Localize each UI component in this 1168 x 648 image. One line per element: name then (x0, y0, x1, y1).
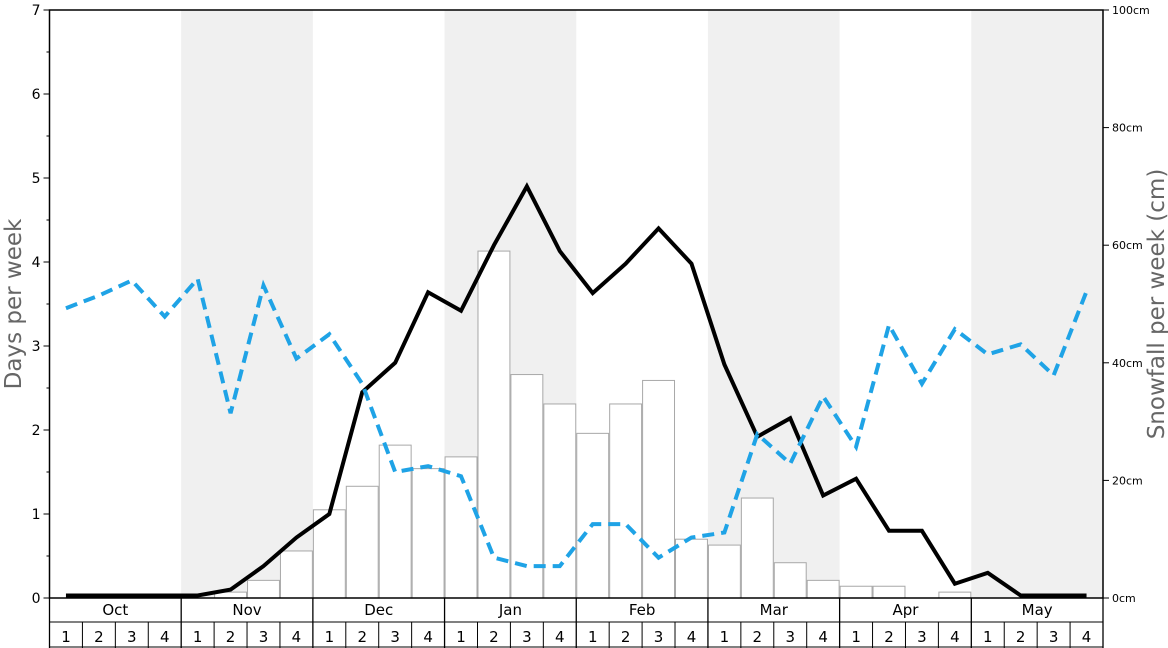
snowfall-bar (279, 550, 313, 599)
week-label: 1 (720, 628, 730, 646)
month-axis: Oct Nov Dec Jan Feb Mar Apr May 1 2 3 4 1 2 3 4 1 2 3 4 1 2 3 4… (48, 598, 1104, 648)
left-tick-label: 7 (32, 3, 41, 19)
right-axis: 0cm 20cm 40cm 60cm 80cm 100cm (1103, 4, 1150, 605)
snowfall-bar (247, 579, 280, 599)
left-tick-label: 3 (32, 339, 41, 355)
week-label: 4 (423, 628, 433, 646)
week-label: 2 (226, 628, 236, 646)
snowfall-bar (510, 374, 544, 599)
week-label: 2 (357, 628, 367, 646)
right-tick-label: 100cm (1112, 4, 1150, 17)
snowfall-bar (707, 544, 741, 599)
week-label: 4 (818, 628, 828, 646)
left-tick-label: 1 (32, 507, 41, 523)
dashed-series-line (65, 274, 1089, 569)
week-label: 1 (851, 628, 861, 646)
snowfall-bar (543, 403, 577, 599)
week-label: 4 (292, 628, 302, 646)
week-label: 3 (654, 628, 664, 646)
left-tick-label: 4 (32, 255, 41, 271)
week-label: 4 (687, 628, 697, 646)
month-label: Oct (102, 601, 128, 619)
week-label: 3 (522, 628, 532, 646)
snowfall-bar (806, 579, 840, 599)
right-tick-label: 0cm (1112, 592, 1136, 605)
right-axis-title: Snowfall per week (cm) (1144, 169, 1168, 440)
right-tick-label: 20cm (1112, 474, 1143, 487)
week-label: 2 (753, 628, 763, 646)
snowfall-bars (214, 250, 972, 599)
week-label: 3 (1049, 628, 1059, 646)
left-tick-label: 2 (32, 423, 41, 439)
left-axis: 0 1 2 3 4 5 6 7 (32, 3, 50, 607)
month-label: Dec (364, 601, 393, 619)
month-label: May (1022, 601, 1053, 619)
month-label: Mar (760, 601, 789, 619)
week-label: 2 (884, 628, 894, 646)
week-label: 1 (61, 628, 71, 646)
snowfall-bar (411, 468, 445, 599)
snow-days-line (65, 182, 1087, 598)
week-label: 2 (94, 628, 104, 646)
week-label: 1 (983, 628, 993, 646)
week-label: 2 (489, 628, 499, 646)
snowfall-bar (609, 403, 643, 599)
snowfall-bar (839, 585, 873, 599)
month-band (181, 10, 313, 598)
week-label: 3 (785, 628, 795, 646)
week-label: 1 (456, 628, 466, 646)
week-label: 1 (325, 628, 335, 646)
left-axis-title: Days per week (1, 218, 27, 389)
snowfall-bar (477, 250, 511, 599)
right-tick-label: 60cm (1112, 239, 1143, 252)
month-label: Jan (498, 601, 522, 619)
right-tick-label: 40cm (1112, 357, 1143, 370)
snowfall-bar (872, 585, 906, 599)
month-label: Nov (232, 601, 261, 619)
week-label: 4 (950, 628, 960, 646)
week-label: 2 (621, 628, 631, 646)
week-label: 3 (259, 628, 269, 646)
month-label: Feb (629, 601, 656, 619)
week-label: 3 (390, 628, 400, 646)
snowfall-bar (938, 591, 972, 599)
left-tick-label: 6 (32, 87, 41, 103)
series-lines (65, 182, 1089, 598)
week-label: 2 (1016, 628, 1026, 646)
snowfall-bar (576, 432, 610, 599)
week-label: 1 (588, 628, 598, 646)
snowfall-bar (345, 485, 379, 599)
week-label: 3 (127, 628, 137, 646)
week-label: 4 (555, 628, 565, 646)
snowfall-bar (740, 497, 774, 599)
snowfall-bar (642, 379, 676, 599)
left-tick-label: 0 (32, 591, 41, 607)
right-tick-label: 80cm (1112, 122, 1143, 135)
week-label: 3 (917, 628, 927, 646)
snowfall-bar (675, 538, 708, 599)
snowfall-bar (773, 562, 807, 599)
left-tick-label: 5 (32, 171, 41, 187)
month-label: Apr (892, 601, 919, 619)
week-label: 1 (193, 628, 203, 646)
week-label: 4 (160, 628, 170, 646)
week-label: 4 (1082, 628, 1092, 646)
